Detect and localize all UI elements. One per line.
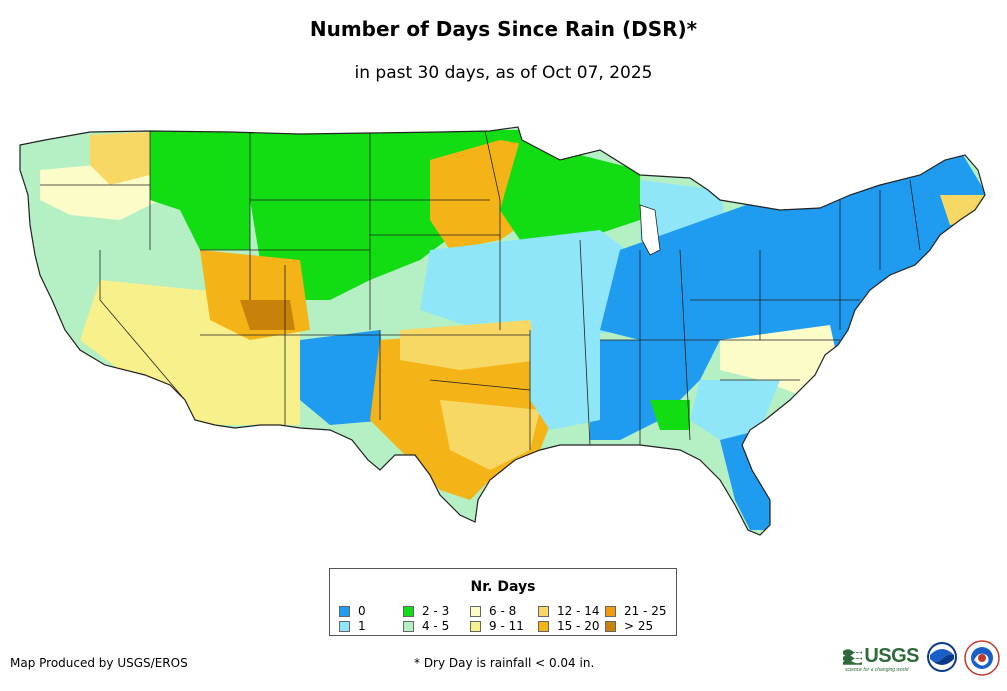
legend-item: 12 - 14 — [538, 604, 600, 618]
legend-swatch — [470, 605, 481, 617]
nws-logo — [964, 640, 1000, 676]
legend-title: Nr. Days — [470, 579, 536, 595]
region-midwest-lightblue — [420, 230, 640, 340]
usgs-tagline: science for a changing world — [845, 667, 909, 673]
legend-item: 1 — [339, 619, 366, 633]
legend-item: 4 - 5 — [403, 619, 449, 633]
legend-swatch — [470, 620, 481, 632]
region-texas-yellow — [440, 400, 540, 470]
legend-label: 2 - 3 — [422, 604, 450, 618]
legend-label: 15 - 20 — [557, 619, 600, 633]
usgs-wordmark: USGS — [864, 644, 919, 667]
footnote-text: * Dry Day is rainfall < 0.04 in. — [414, 656, 595, 670]
legend-swatch — [403, 605, 414, 617]
us-map — [19, 126, 986, 536]
legend-swatch — [538, 605, 549, 617]
usgs-wave-icon — [843, 649, 863, 665]
state-boundaries — [40, 130, 921, 450]
legend-label: 4 - 5 — [422, 619, 450, 633]
legend-label: 12 - 14 — [557, 604, 600, 618]
region-nm-blue — [300, 330, 390, 425]
logo-group: USGS science for a changing world — [843, 640, 1003, 680]
legend-item: 6 - 8 — [470, 604, 516, 618]
region-4corners-darkorange — [240, 300, 295, 330]
credit-text: Map Produced by USGS/EROS — [10, 656, 188, 670]
legend-label: 1 — [358, 619, 366, 633]
legend-swatch — [403, 620, 414, 632]
legend-swatch — [538, 620, 549, 632]
legend-item: 15 - 20 — [538, 619, 600, 633]
legend-swatch — [339, 605, 350, 617]
region-ar-lightblue — [530, 330, 600, 430]
us-outline — [19, 126, 986, 536]
legend-item: 21 - 25 — [605, 604, 667, 618]
legend: Nr. Days 0 1 2 - 3 4 - 5 6 - 8 9 - 11 12… — [329, 568, 677, 636]
region-southeast-blue — [590, 340, 720, 440]
legend-label: 9 - 11 — [489, 619, 524, 633]
region-carolina-yellow — [720, 325, 840, 395]
legend-item: 9 - 11 — [470, 619, 524, 633]
map-subtitle: in past 30 days, as of Oct 07, 2025 — [354, 63, 653, 83]
legend-item: > 25 — [605, 619, 653, 633]
lake-michigan — [639, 204, 661, 256]
legend-item: 2 - 3 — [403, 604, 449, 618]
region-nw-orange — [90, 132, 150, 185]
region-mn-green — [500, 140, 640, 240]
noaa-logo — [927, 642, 957, 672]
legend-label: 6 - 8 — [489, 604, 517, 618]
legend-label: > 25 — [624, 619, 654, 633]
legend-swatch — [605, 605, 616, 617]
legend-label: 21 - 25 — [624, 604, 667, 618]
legend-swatch — [605, 620, 616, 632]
legend-label: 0 — [358, 604, 366, 618]
legend-swatch — [339, 620, 350, 632]
legend-item: 0 — [339, 604, 366, 618]
map-title: Number of Days Since Rain (DSR)* — [309, 17, 698, 41]
usgs-logo: USGS — [843, 644, 919, 668]
region-oklahoma-yellow — [400, 320, 540, 370]
region-gulf-green — [650, 400, 690, 430]
region-idaho-green — [150, 130, 250, 250]
